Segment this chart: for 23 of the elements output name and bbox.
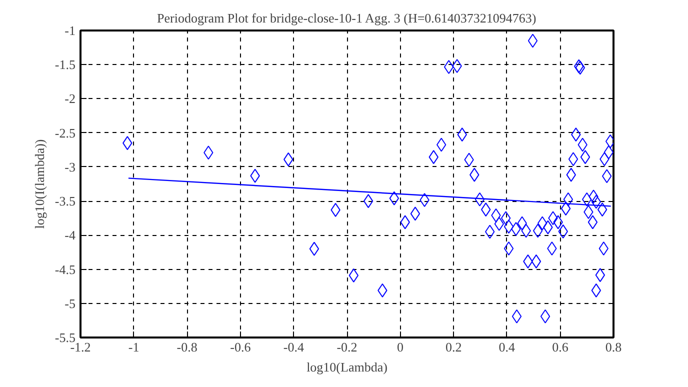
x-tick-label: -1 [128, 340, 140, 354]
x-tick-label: -0.4 [283, 340, 304, 354]
x-tick-label: 0.8 [605, 340, 622, 354]
x-tick-label: -0.2 [336, 340, 358, 354]
x-tick-label: 0.2 [445, 340, 462, 354]
x-tick-label: 0.4 [498, 340, 516, 354]
y-tick-label: -5 [64, 296, 76, 311]
y-tick-label: -4 [64, 228, 76, 243]
y-tick-label: -2 [64, 91, 76, 106]
y-axis-title: log10(I(lambda)) [32, 139, 47, 229]
chart-title: Periodogram Plot for bridge-close-10-1 Agg. 3 (H=0.614037321094763) [157, 10, 536, 26]
y-tick-label: -1 [64, 23, 76, 38]
x-tick-label: -0.6 [230, 340, 252, 354]
x-tick-label: -0.8 [176, 340, 198, 354]
y-tick-label: -3 [64, 159, 76, 174]
x-tick-label: 0 [397, 340, 404, 354]
y-tick-label: -2.5 [54, 125, 76, 140]
x-tick-label: 0.6 [552, 340, 569, 354]
y-tick-label: -1.5 [54, 57, 76, 72]
y-tick-label: -4.5 [54, 262, 76, 277]
y-tick-label: -3.5 [54, 194, 76, 209]
x-axis-title: log10(Lambda) [306, 360, 388, 374]
y-tick-label: -5.5 [54, 330, 76, 345]
